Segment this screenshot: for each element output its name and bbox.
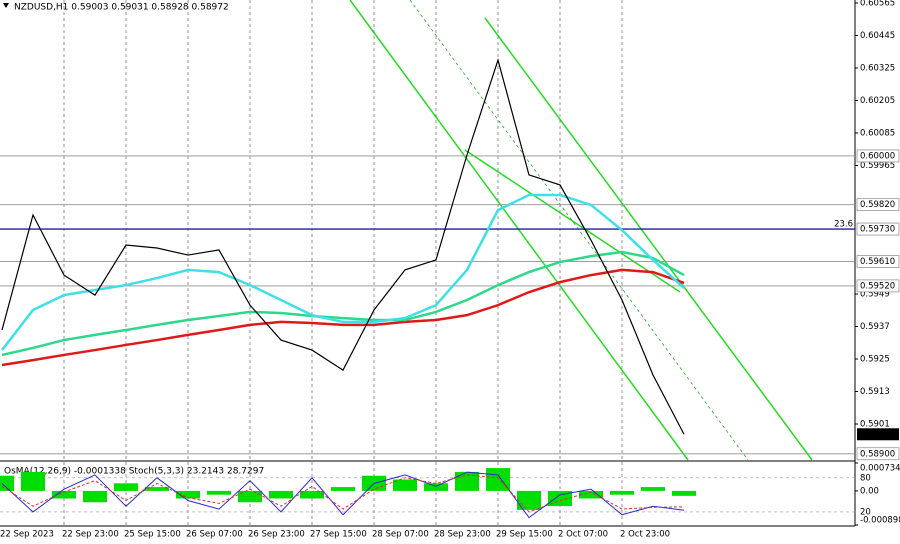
osma-bar (145, 487, 169, 491)
y-tick-label: 0.5949 (860, 290, 890, 300)
level-label-box (856, 222, 900, 236)
osma-bar (52, 490, 76, 499)
osma-bar (176, 490, 200, 499)
channel-line (349, 0, 689, 461)
level-label: 0.59730 (860, 225, 895, 235)
y-tick-label: 0.5937 (860, 322, 890, 332)
y-tick-label: 0.5901 (860, 419, 890, 429)
x-tick-label: 25 Sep 15:00 (124, 530, 181, 540)
osma-bar (517, 490, 541, 510)
level-label: 0.59820 (860, 200, 895, 210)
x-tick-label: 26 Sep 23:00 (248, 530, 305, 540)
level-label-box (856, 279, 900, 293)
y2-tick-label: 80 (860, 473, 871, 483)
osma-bar (672, 490, 696, 496)
x-tick-label: 28 Sep 23:00 (434, 530, 491, 540)
level-label: 0.58900 (860, 449, 895, 459)
y-tick-label: 0.5925 (860, 355, 890, 365)
channel-line (409, 0, 749, 461)
x-tick-label: 29 Sep 15:00 (496, 530, 553, 540)
x-tick-label: 22 Sep 23:00 (62, 530, 119, 540)
symbol-icon (3, 3, 9, 8)
price-label: 0.58972 (860, 430, 895, 440)
osma-bar (579, 490, 603, 499)
channel-line (464, 149, 681, 293)
x-tick-label: 22 Sep 2023 (0, 530, 54, 540)
level-note: 23.6 (834, 220, 853, 230)
x-tick-label: 26 Sep 07:00 (186, 530, 243, 540)
y-tick-label: 0.60565 (860, 0, 895, 8)
osma-bar (21, 471, 45, 491)
price-label-box (857, 428, 899, 441)
x-tick-label: 2 Oct 07:00 (558, 530, 608, 540)
osma-bar (83, 490, 107, 503)
y-tick-label: -0.000898 (860, 516, 900, 526)
y2-tick-label: 20 (860, 507, 871, 517)
level-label: 0.60000 (860, 151, 895, 161)
y-tick-label: 0.59965 (860, 161, 895, 171)
price-line (1, 58, 685, 435)
level-label-box (856, 255, 900, 268)
indicator-title: OsMA(12,26,9) -0.0001338 Stoch(5,3,3) 23… (4, 467, 264, 477)
y-tick-label: 0.0007344 (860, 464, 900, 474)
y-tick-label: 0.60325 (860, 63, 895, 73)
osma-bar (455, 471, 479, 491)
level-label: 0.59610 (860, 257, 895, 267)
osma-bar (114, 483, 138, 491)
osma-bar (207, 490, 231, 495)
osma-bar (269, 490, 293, 499)
y-tick-label: 0.5913 (860, 387, 890, 397)
moving-average (1, 250, 685, 357)
osma-bar (238, 490, 262, 503)
chart-title: NZDUSD,H1 0.59003 0.59031 0.58928 0.5897… (14, 3, 229, 13)
moving-average (1, 193, 685, 351)
moving-average (1, 268, 685, 367)
osma-bar (393, 479, 417, 491)
x-tick-label: 2 Oct 23:00 (620, 530, 670, 540)
osma-bar (424, 483, 448, 491)
osma-bar (548, 490, 572, 507)
x-tick-label: 27 Sep 15:00 (310, 530, 367, 540)
level-label-box (856, 447, 900, 461)
y-tick-label: 0.60085 (860, 128, 895, 138)
stochastic-line (1, 471, 685, 519)
channel-line (484, 17, 813, 461)
y-tick-label: 0.60205 (860, 96, 895, 106)
stochastic-line (1, 474, 685, 513)
osma-bar (331, 487, 355, 491)
level-label: 0.59520 (860, 281, 895, 291)
y-tick-label: 0.00 (860, 486, 879, 496)
osma-bar (610, 490, 634, 495)
osma-bar (300, 490, 324, 499)
osma-bar (641, 487, 665, 491)
osma-bar (486, 468, 510, 491)
level-label-box (856, 149, 900, 163)
level-label-box (856, 198, 900, 212)
x-tick-label: 28 Sep 07:00 (372, 530, 429, 540)
y-tick-label: 0.60445 (860, 31, 895, 41)
